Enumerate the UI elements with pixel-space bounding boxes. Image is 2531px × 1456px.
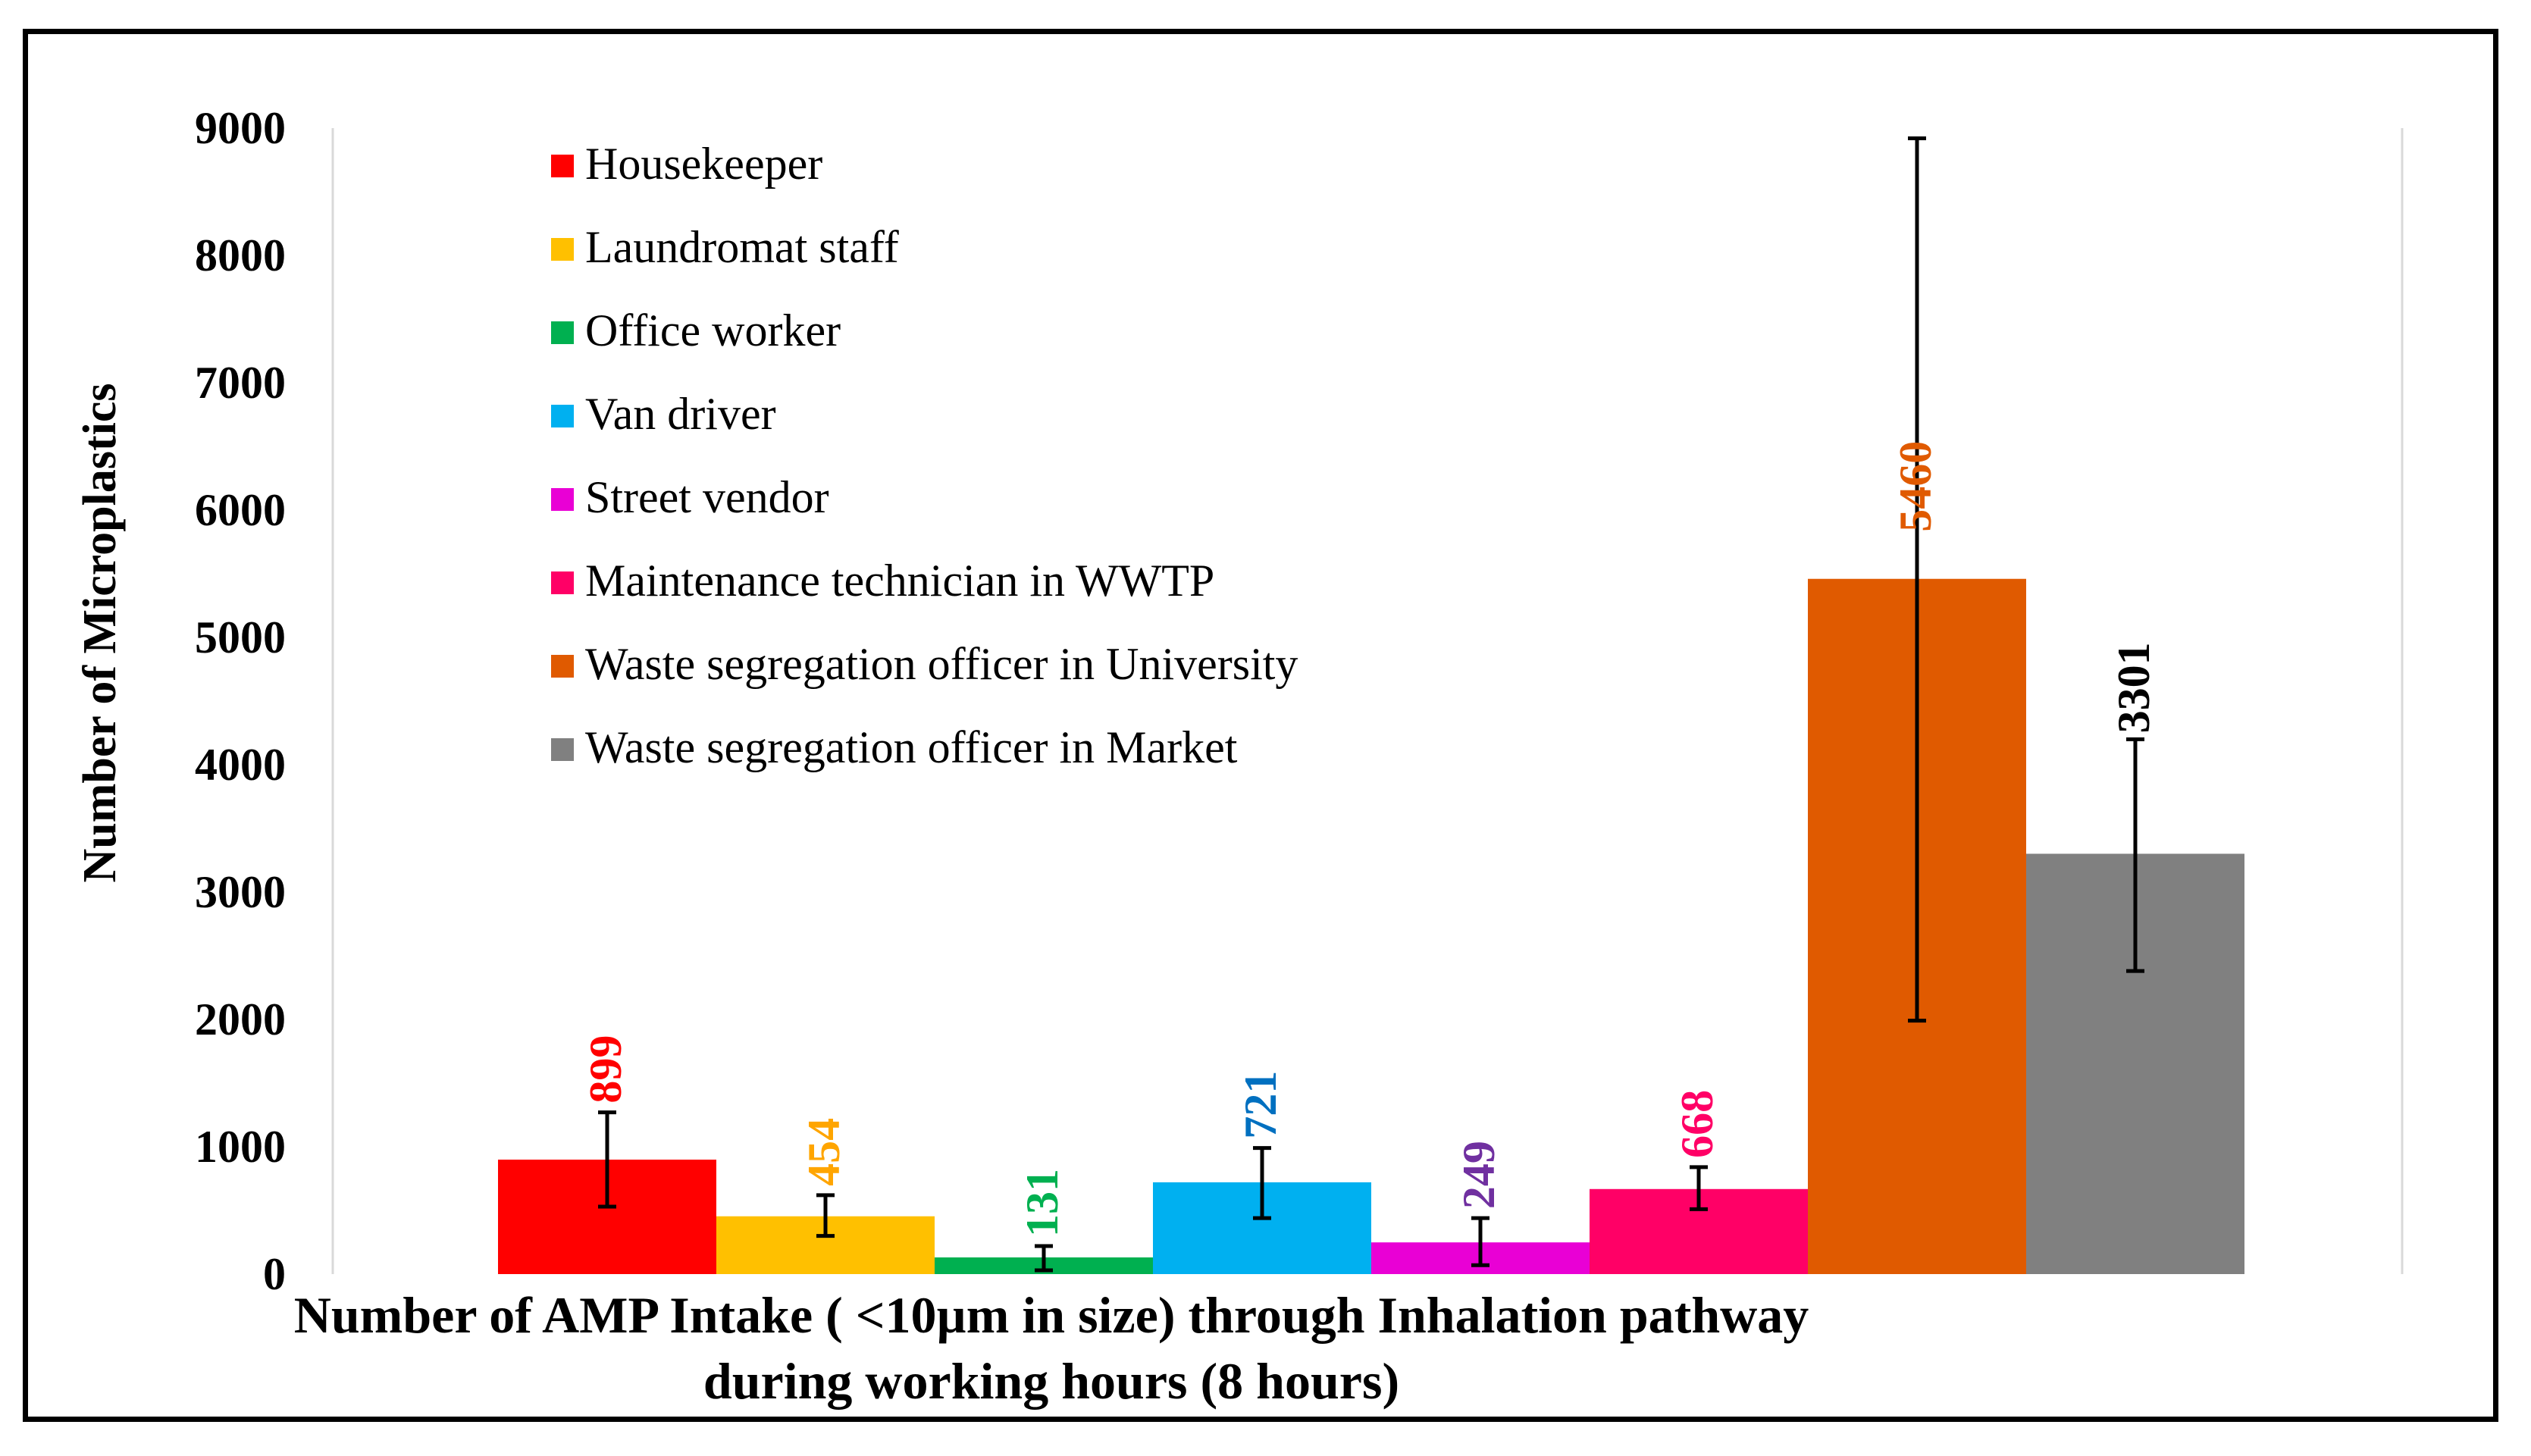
data-label: 5460: [1890, 441, 1941, 532]
legend-swatch: [551, 738, 574, 761]
data-label: 668: [1672, 1090, 1722, 1158]
error-bar: [1471, 1216, 1489, 1267]
x-axis-title-line-2: during working hours (8 hours): [703, 1352, 1399, 1410]
legend-entry: Housekeeper: [551, 139, 822, 189]
legend-label: Laundromat staff: [585, 222, 899, 272]
error-bar: [2126, 737, 2144, 973]
data-label: 899: [581, 1035, 631, 1104]
error-bar: [1690, 1165, 1708, 1211]
y-axis-ticks: 0 1000 2000 3000 4000 5000 6000 7000 8000 9000: [195, 103, 286, 1299]
legend-label: Street vendor: [585, 472, 829, 522]
data-labels: 899 454 131 721 249 668 5460 3301: [581, 441, 2159, 1237]
error-bar: [1908, 136, 1926, 1023]
legend-entry: Waste segregation officer in University: [551, 639, 1298, 689]
legend-label: Housekeeper: [585, 139, 822, 189]
data-label: 3301: [2109, 642, 2159, 733]
data-label: 454: [799, 1118, 849, 1186]
legend: Housekeeper Laundromat staff Office worker…: [551, 139, 1298, 772]
legend-label: Waste segregation officer in University: [585, 639, 1298, 689]
legend-swatch: [551, 655, 574, 678]
data-label: 131: [1017, 1169, 1067, 1237]
chart-frame: 0 1000 2000 3000 4000 5000 6000 7000 8000 9000 89…: [23, 29, 2498, 1422]
y-tick-label: 6000: [195, 485, 286, 535]
error-bar: [1035, 1244, 1053, 1273]
legend-entry: Street vendor: [551, 472, 829, 522]
legend-swatch: [551, 405, 574, 427]
x-axis-title-line-1: Number of AMP Intake ( <10µm in size) th…: [294, 1286, 1809, 1344]
y-tick-label: 5000: [195, 612, 286, 662]
y-axis-title: Number of Microplastics: [74, 384, 126, 883]
error-bar: [598, 1110, 616, 1209]
y-tick-label: 9000: [195, 103, 286, 153]
legend-label: Maintenance technician in WWTP: [585, 556, 1214, 606]
legend-label: Waste segregation officer in Market: [585, 722, 1238, 772]
bar-chart: 0 1000 2000 3000 4000 5000 6000 7000 8000 9000 89…: [74, 103, 2404, 1410]
legend-swatch: [551, 155, 574, 177]
legend-entry: Laundromat staff: [551, 222, 899, 272]
legend-swatch: [551, 321, 574, 344]
y-tick-label: 0: [263, 1249, 286, 1299]
y-tick-label: 8000: [195, 230, 286, 280]
y-tick-label: 1000: [195, 1122, 286, 1172]
plot-area: [331, 128, 2404, 1274]
data-label: 721: [1236, 1071, 1286, 1139]
error-bar: [816, 1193, 835, 1238]
error-bars: [598, 136, 2144, 1273]
legend-entry: Waste segregation officer in Market: [551, 722, 1238, 772]
legend-swatch: [551, 571, 574, 594]
legend-entry: Van driver: [551, 389, 776, 439]
legend-label: Van driver: [585, 389, 776, 439]
y-tick-label: 2000: [195, 994, 286, 1044]
data-label: 249: [1454, 1141, 1504, 1209]
y-tick-label: 7000: [195, 358, 286, 408]
y-tick-label: 4000: [195, 740, 286, 790]
legend-entry: Maintenance technician in WWTP: [551, 556, 1214, 606]
legend-swatch: [551, 488, 574, 511]
error-bar: [1253, 1146, 1271, 1220]
legend-entry: Office worker: [551, 305, 841, 355]
y-tick-label: 3000: [195, 867, 286, 917]
legend-swatch: [551, 238, 574, 261]
legend-label: Office worker: [585, 305, 841, 355]
